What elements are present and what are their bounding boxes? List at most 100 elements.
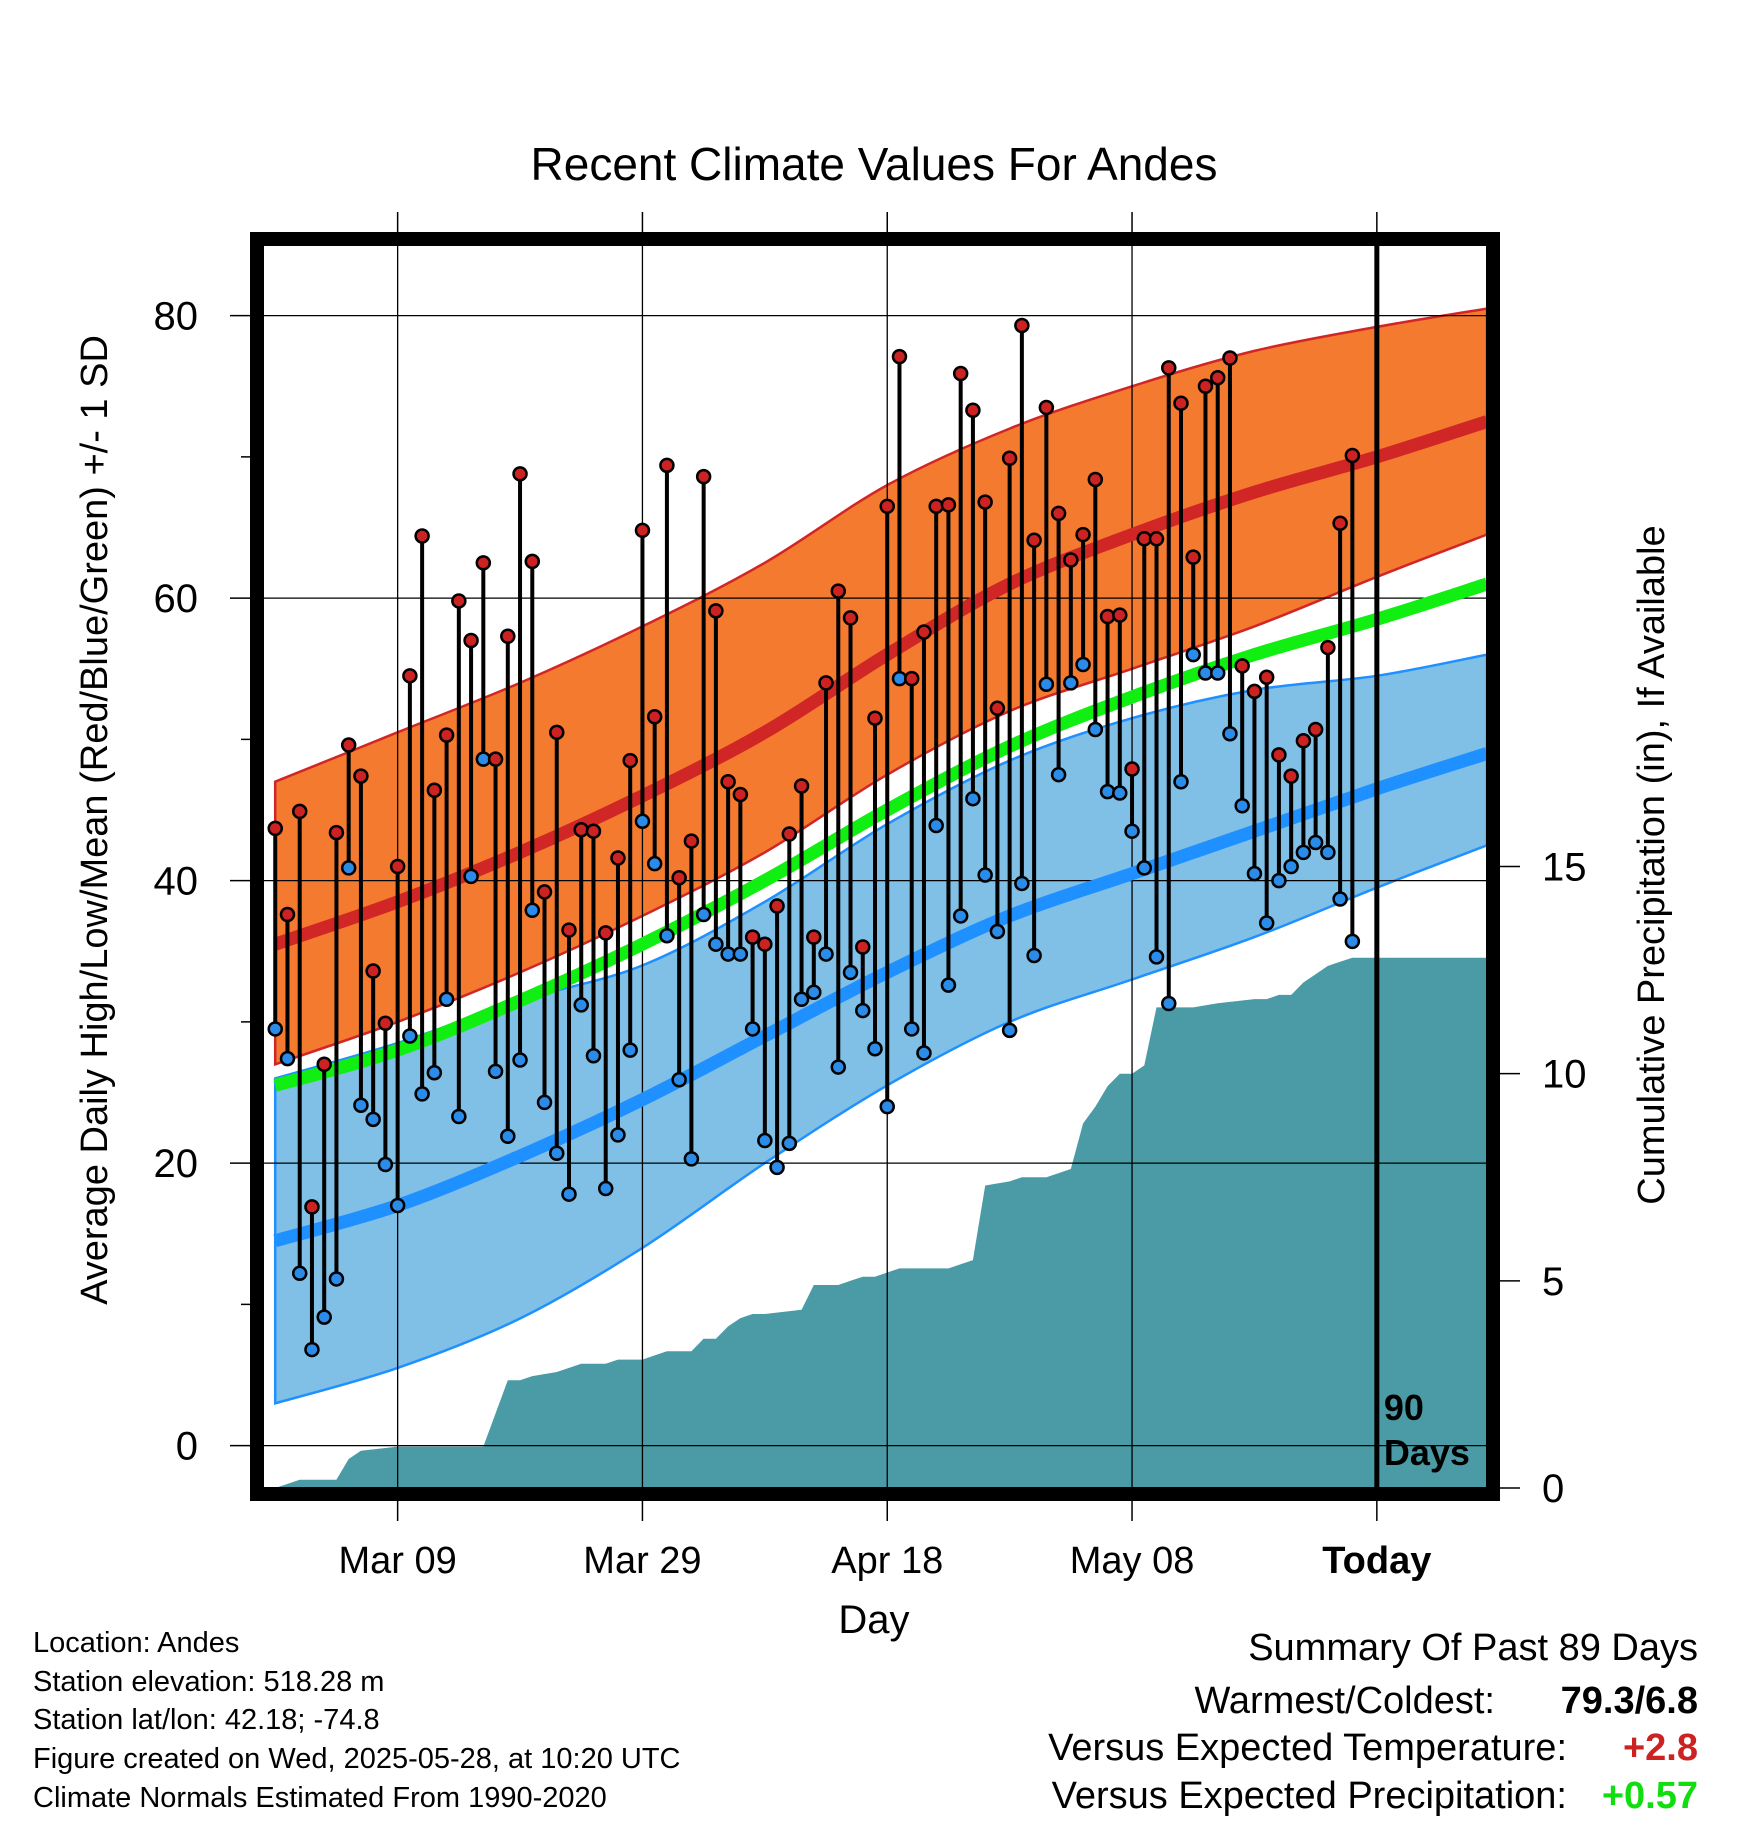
daily-low-point xyxy=(585,1048,602,1064)
daily-high-point xyxy=(1246,683,1263,700)
normal-high-sd-band xyxy=(273,307,1487,1067)
daily-high-point xyxy=(1001,450,1018,467)
daily-low-point xyxy=(1136,860,1153,876)
daily-low-point xyxy=(340,860,357,876)
daily-high-point xyxy=(304,1199,320,1215)
daily-low-point xyxy=(1271,872,1287,889)
daily-low-point xyxy=(952,908,969,924)
daily-low-point xyxy=(1124,823,1140,839)
daily-low-point xyxy=(1075,656,1091,673)
daily-low-point xyxy=(1063,675,1079,691)
daily-high-point xyxy=(769,898,785,914)
summary-panel: Summary Of Past 89 Days Warmest/Coldest:… xyxy=(1048,1627,1698,1817)
y2-axis-tick-label: 5 xyxy=(1542,1260,1564,1304)
daily-high-point xyxy=(414,528,430,544)
x-axis-tick-label: Mar 29 xyxy=(583,1540,701,1582)
daily-low-point xyxy=(438,991,455,1008)
daily-low-point xyxy=(977,867,993,883)
daily-high-point xyxy=(1124,761,1140,777)
daily-high-point xyxy=(793,778,810,794)
y-axis-tick-label: 20 xyxy=(154,1142,199,1186)
warmest-label: Warmest/Coldest: xyxy=(1194,1680,1495,1722)
daily-high-point xyxy=(744,929,761,945)
daily-high-point xyxy=(279,906,296,923)
daily-low-point xyxy=(855,1002,871,1019)
daily-low-point xyxy=(597,1180,614,1197)
y-axis-tick-label: 0 xyxy=(176,1425,198,1469)
daily-low-point xyxy=(389,1197,406,1214)
daily-low-point xyxy=(561,1186,577,1202)
daily-low-point xyxy=(793,991,810,1008)
daily-low-point xyxy=(1050,766,1067,783)
daily-high-point xyxy=(610,850,626,866)
daily-high-point xyxy=(1222,350,1238,366)
daily-high-point xyxy=(1332,515,1348,532)
daily-low-point xyxy=(573,997,589,1013)
daily-low-point xyxy=(1283,858,1299,875)
daily-low-point xyxy=(610,1127,626,1143)
daily-low-point xyxy=(377,1156,394,1173)
daily-high-point xyxy=(1307,721,1324,738)
daily-low-point xyxy=(500,1128,516,1145)
daily-high-point xyxy=(842,610,859,626)
daily-high-point xyxy=(328,824,345,841)
daily-high-point xyxy=(1320,639,1336,656)
daily-low-point xyxy=(1185,646,1201,663)
x-axis-tick-label: Today xyxy=(1322,1540,1431,1582)
daily-low-point xyxy=(1234,798,1250,814)
daily-high-point xyxy=(1148,531,1165,547)
chart-title: Recent Climate Values For Andes xyxy=(531,138,1218,190)
daily-high-point xyxy=(487,751,504,767)
daily-high-point xyxy=(952,365,969,382)
daily-high-point xyxy=(659,457,675,474)
y2-axis-tick-label: 10 xyxy=(1542,1053,1587,1097)
daily-low-point xyxy=(316,1309,332,1325)
daily-low-point xyxy=(414,1086,430,1102)
daily-high-point xyxy=(1197,378,1214,394)
daily-low-point xyxy=(1258,915,1275,931)
daily-high-point xyxy=(316,1056,332,1072)
daily-high-point xyxy=(646,709,663,725)
daily-low-point xyxy=(1014,875,1030,892)
daily-high-point xyxy=(977,494,993,510)
daily-high-point xyxy=(830,583,847,599)
daily-low-point xyxy=(487,1063,504,1080)
warmest-value: 79.3/6.8 xyxy=(1561,1680,1698,1722)
daily-high-point xyxy=(757,936,773,952)
daily-low-point xyxy=(1209,665,1226,681)
daily-low-point xyxy=(1161,995,1177,1012)
daily-high-point xyxy=(512,466,528,482)
daily-low-point xyxy=(867,1040,883,1057)
x-axis-tick-label: Mar 09 xyxy=(338,1540,456,1582)
daily-high-point xyxy=(267,820,283,837)
daily-high-point xyxy=(1099,608,1116,625)
daily-high-point xyxy=(1026,532,1042,548)
y2-axis-label: Cumulative Precipitation (in), If Availa… xyxy=(1631,525,1673,1204)
daily-low-point xyxy=(818,946,834,962)
daily-high-point xyxy=(1295,733,1312,749)
daily-high-point xyxy=(1050,505,1067,522)
y-axis-tick-label: 40 xyxy=(154,860,199,904)
today-days-number: 90 xyxy=(1384,1387,1424,1428)
daily-high-point xyxy=(708,603,724,619)
daily-low-point xyxy=(463,868,479,885)
daily-low-point xyxy=(279,1050,296,1067)
daily-high-point xyxy=(928,498,944,515)
daily-low-point xyxy=(634,813,651,830)
daily-high-point xyxy=(891,348,908,365)
daily-high-point xyxy=(781,826,798,842)
daily-high-point xyxy=(1234,658,1250,674)
daily-low-point xyxy=(879,1098,895,1115)
daily-high-point xyxy=(855,939,871,955)
daily-high-point xyxy=(426,782,443,798)
daily-low-point xyxy=(965,790,981,807)
daily-high-point xyxy=(438,727,455,743)
daily-low-point xyxy=(830,1059,847,1075)
daily-high-point xyxy=(683,833,700,849)
daily-high-point xyxy=(1185,549,1201,565)
daily-low-point xyxy=(1307,834,1324,851)
daily-high-point xyxy=(340,737,357,753)
daily-high-point xyxy=(1087,471,1104,488)
